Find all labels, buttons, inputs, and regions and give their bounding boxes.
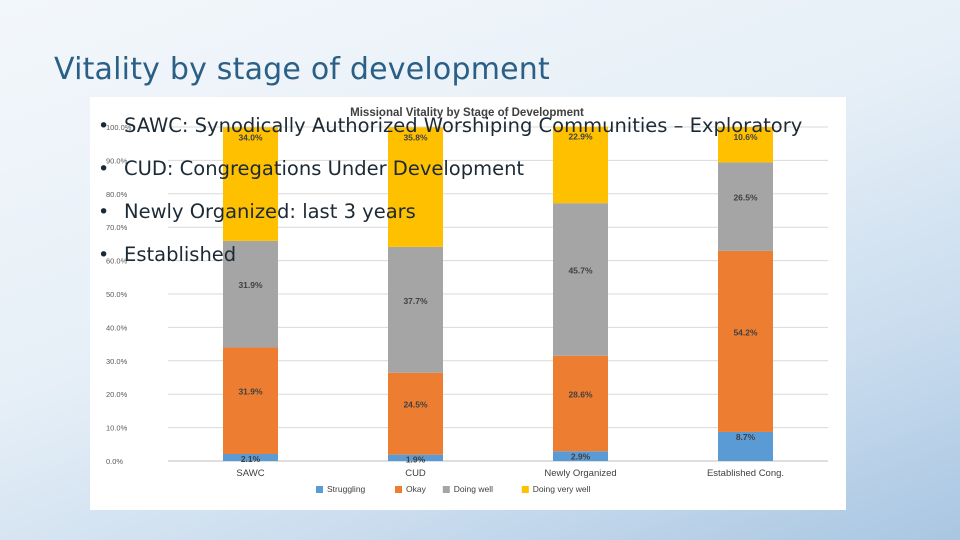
slide-title: Vitality by stage of development: [54, 52, 550, 87]
bar-segment: [718, 431, 773, 461]
legend-label: Doing very well: [533, 484, 591, 494]
data-label: 1.9%: [406, 455, 426, 465]
y-tick-label: 50.0%: [106, 290, 128, 299]
bar-segment: [223, 453, 278, 461]
data-label: 31.9%: [238, 387, 263, 397]
legend-swatch: [395, 486, 402, 493]
bullet-item-established: Established: [98, 241, 802, 284]
data-label: 54.2%: [733, 327, 758, 337]
y-tick-label: 30.0%: [106, 357, 128, 366]
data-label: 37.7%: [403, 296, 428, 306]
legend-label: Struggling: [327, 484, 366, 494]
x-tick-label: Established Cong.: [707, 468, 784, 479]
legend-label: Doing well: [454, 484, 493, 494]
bullet-item-cud: CUD: Congregations Under Development: [98, 155, 802, 198]
bar-segment: [388, 372, 443, 455]
data-label: 2.1%: [241, 454, 261, 464]
data-label: 2.9%: [571, 451, 591, 461]
y-tick-label: 0.0%: [106, 457, 123, 466]
y-tick-label: 40.0%: [106, 323, 128, 332]
bar-segment: [553, 451, 608, 461]
legend-swatch: [316, 486, 323, 493]
legend-swatch: [442, 486, 450, 493]
y-tick-label: 10.0%: [106, 424, 128, 433]
x-tick-label: Newly Organized: [544, 468, 616, 479]
data-label: 31.9%: [238, 280, 263, 290]
bar-segment: [223, 347, 278, 454]
bullet-list: SAWC: Synodically Authorized Worshiping …: [98, 112, 802, 284]
x-tick-label: CUD: [405, 468, 426, 479]
x-tick-label: SAWC: [236, 468, 264, 479]
legend-label: Okay: [406, 484, 427, 494]
data-label: 24.5%: [403, 400, 428, 410]
data-label: 8.7%: [736, 432, 756, 442]
legend-swatch: [521, 486, 529, 493]
y-tick-label: 20.0%: [106, 390, 128, 399]
bar-segment: [388, 454, 443, 461]
bullet-item-newly-organized: Newly Organized: last 3 years: [98, 198, 802, 241]
data-label: 28.6%: [568, 390, 593, 400]
bar-segment: [553, 355, 608, 452]
bullet-item-sawc: SAWC: Synodically Authorized Worshiping …: [98, 112, 802, 155]
